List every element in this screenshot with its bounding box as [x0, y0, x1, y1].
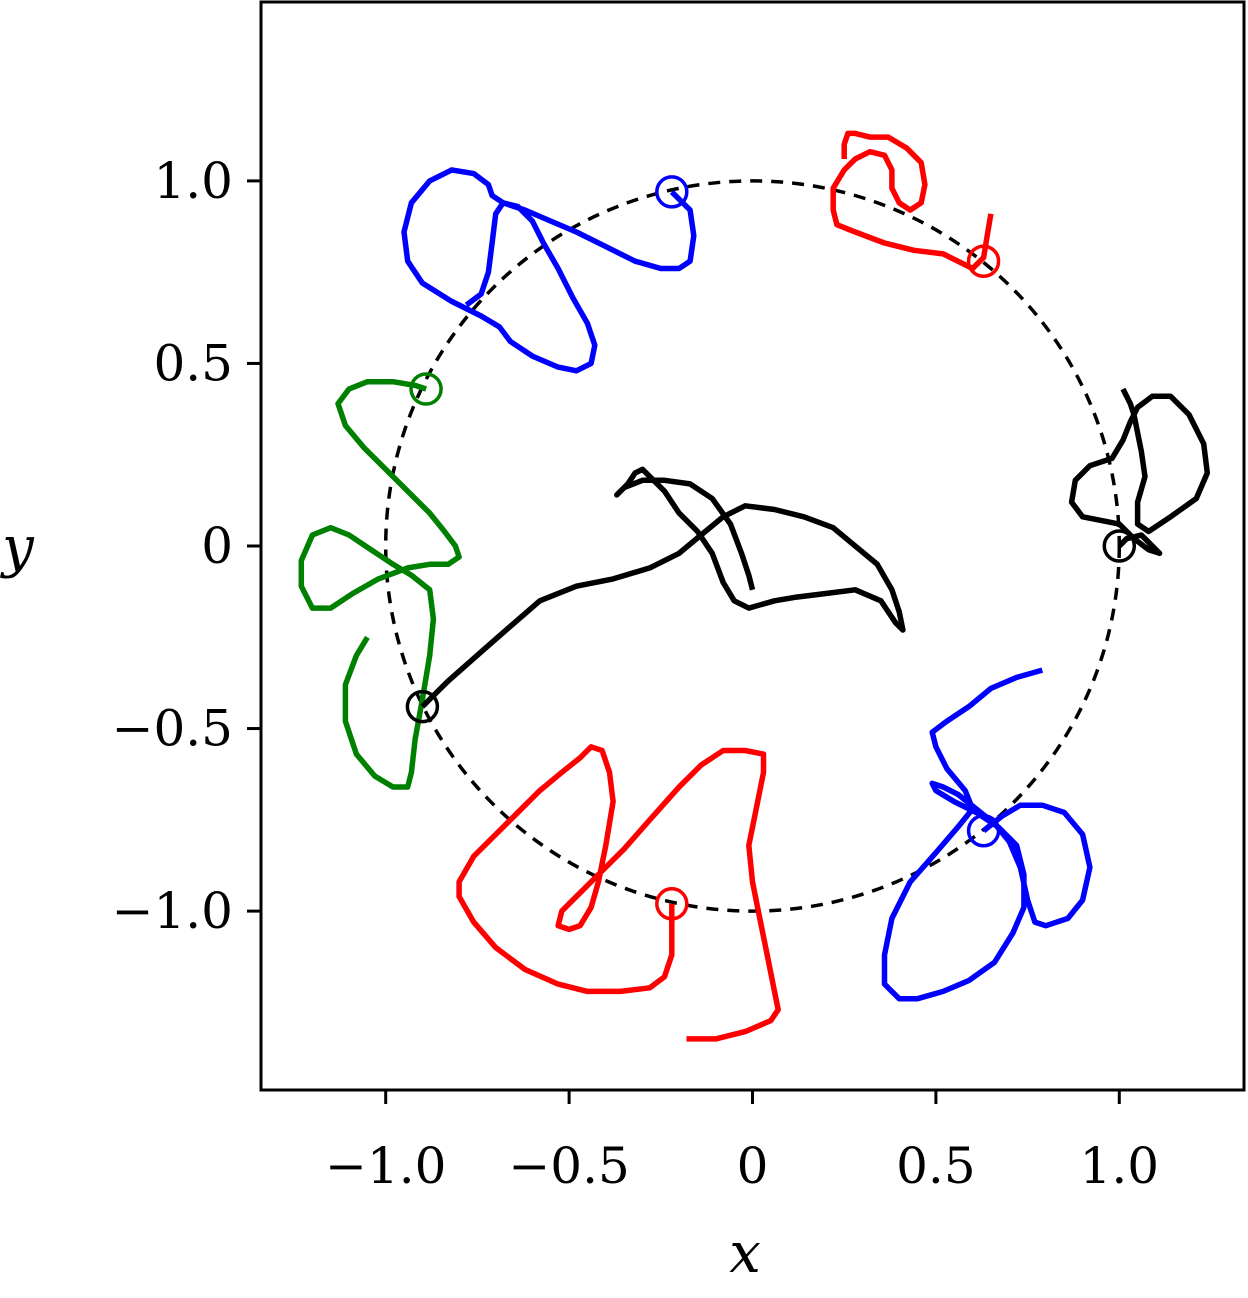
axes: −1.0 −0.5 0 0.5 1.0 −1.0 −0.5 0 0.5 1.0 — [112, 152, 1159, 1195]
y-tick-label: 0.5 — [153, 334, 233, 392]
trajectory-line-4 — [420, 466, 906, 709]
x-tick-label: 0.5 — [896, 1137, 976, 1195]
plot-area — [298, 130, 1211, 1042]
start-marker-3 — [409, 372, 443, 406]
start-marker-7 — [655, 887, 689, 921]
start-marker-5 — [1102, 529, 1137, 563]
y-tick-label: −0.5 — [112, 700, 233, 758]
start-marker-4 — [405, 689, 440, 724]
start-marker-6 — [966, 814, 1001, 848]
axes-frame — [259, 0, 1246, 1092]
y-tick-label: 0 — [201, 517, 233, 575]
x-tick-label: 0 — [737, 1137, 769, 1195]
trajectory-line-2 — [830, 130, 994, 272]
trajectory-line-7 — [456, 744, 781, 1042]
trajectory-line-3 — [298, 378, 462, 790]
y-axis-label: y — [0, 515, 35, 580]
trajectory-line-1 — [401, 167, 697, 374]
x-tick-label: 1.0 — [1080, 1137, 1160, 1195]
reference-circle — [383, 179, 1122, 913]
start-marker-2 — [966, 244, 1001, 278]
y-tick-label: 1.0 — [153, 152, 233, 210]
y-tick-label: −1.0 — [112, 882, 233, 940]
x-tick-label: −0.5 — [508, 1137, 629, 1195]
x-axis-label: x — [729, 1221, 761, 1286]
x-tick-label: −1.0 — [325, 1137, 446, 1195]
start-marker-1 — [655, 175, 689, 209]
trajectory-line-5 — [1068, 387, 1211, 557]
trajectory-line-6 — [881, 667, 1093, 1002]
